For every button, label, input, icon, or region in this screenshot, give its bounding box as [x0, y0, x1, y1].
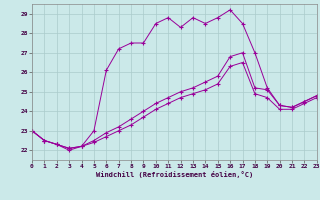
- X-axis label: Windchill (Refroidissement éolien,°C): Windchill (Refroidissement éolien,°C): [96, 171, 253, 178]
